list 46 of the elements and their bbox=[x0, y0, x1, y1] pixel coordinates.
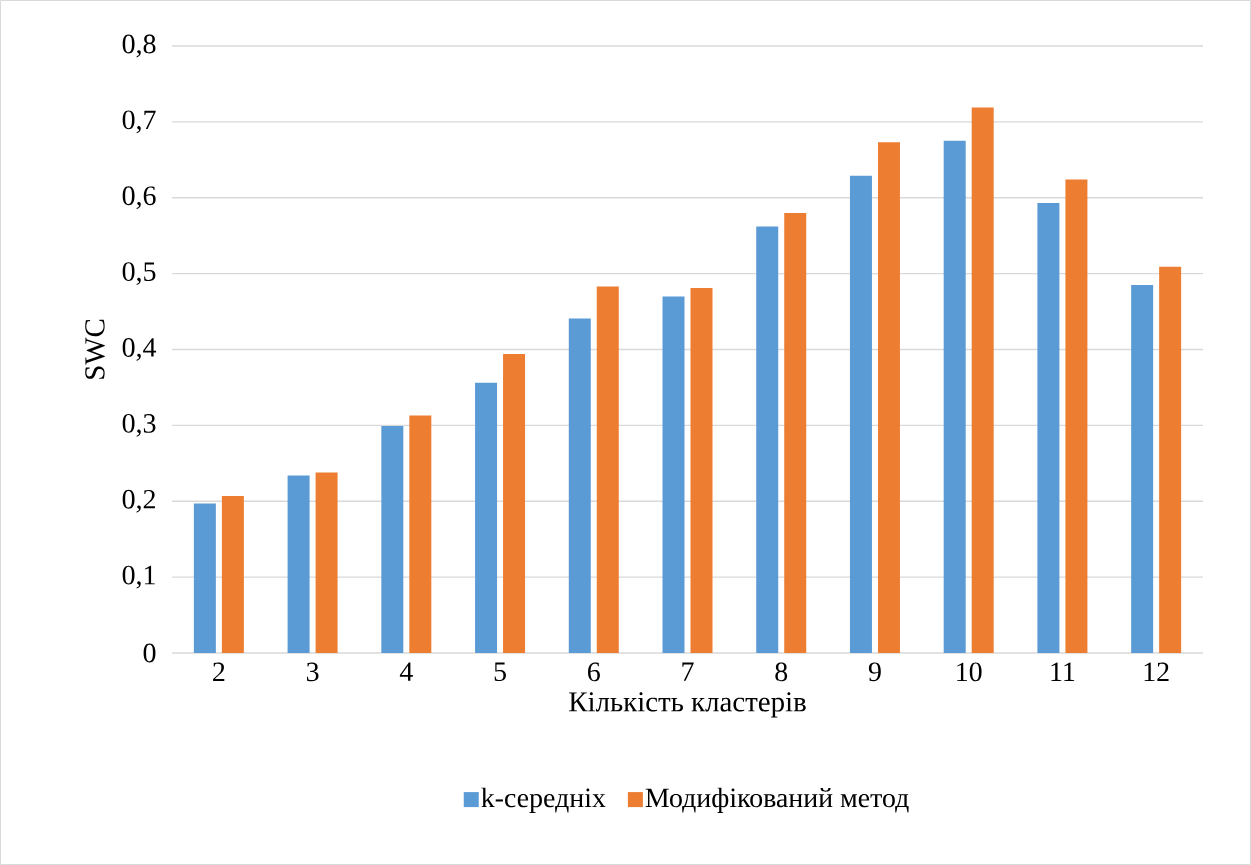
bar bbox=[568, 318, 591, 653]
bar bbox=[1037, 203, 1060, 653]
bar bbox=[971, 107, 994, 653]
bar bbox=[409, 415, 432, 653]
bar bbox=[1065, 179, 1088, 653]
legend-label: k-середніх bbox=[481, 787, 606, 813]
bar bbox=[784, 212, 807, 653]
y-tick-label: 0,3 bbox=[122, 413, 156, 437]
y-tick-label: 0 bbox=[143, 643, 156, 663]
bar bbox=[1131, 285, 1154, 653]
bar bbox=[1159, 266, 1182, 653]
x-tick-label: 5 bbox=[494, 662, 506, 682]
x-tick-label: 11 bbox=[1051, 662, 1075, 681]
x-tick-label: 12 bbox=[1144, 662, 1169, 681]
y-tick-label: 0,1 bbox=[122, 565, 155, 589]
y-tick-label: 0,7 bbox=[122, 110, 156, 134]
bar bbox=[596, 286, 619, 653]
bar bbox=[193, 503, 216, 653]
bar bbox=[877, 142, 900, 653]
x-tick-label: 4 bbox=[399, 662, 413, 681]
x-tick-label: 2 bbox=[213, 662, 225, 681]
x-tick-label: 8 bbox=[775, 662, 788, 682]
bar bbox=[315, 472, 338, 653]
bar bbox=[503, 354, 526, 653]
bar bbox=[475, 382, 498, 653]
bar bbox=[756, 226, 779, 653]
bar bbox=[662, 296, 685, 653]
bar bbox=[381, 426, 404, 653]
y-tick-label: 0,4 bbox=[122, 338, 157, 361]
bar bbox=[943, 140, 966, 653]
bar bbox=[287, 475, 310, 653]
bar bbox=[849, 175, 872, 653]
bar bbox=[690, 288, 713, 653]
y-tick-label: 0,6 bbox=[122, 186, 156, 210]
y-tick-label: 0,8 bbox=[122, 34, 156, 58]
x-tick-label: 7 bbox=[682, 662, 694, 681]
x-tick-label: 6 bbox=[588, 662, 600, 682]
y-tick-label: 0,5 bbox=[122, 262, 156, 286]
x-tick-label: 10 bbox=[957, 662, 982, 682]
bar bbox=[221, 495, 244, 653]
x-axis-title: Кількість кластерів bbox=[569, 692, 806, 718]
y-axis-title: SWC bbox=[85, 319, 105, 379]
y-tick-label: 0,2 bbox=[122, 489, 155, 513]
legend-label: Модифікований метод bbox=[645, 787, 909, 813]
x-tick-label: 3 bbox=[306, 662, 319, 682]
x-tick-label: 9 bbox=[868, 662, 881, 682]
